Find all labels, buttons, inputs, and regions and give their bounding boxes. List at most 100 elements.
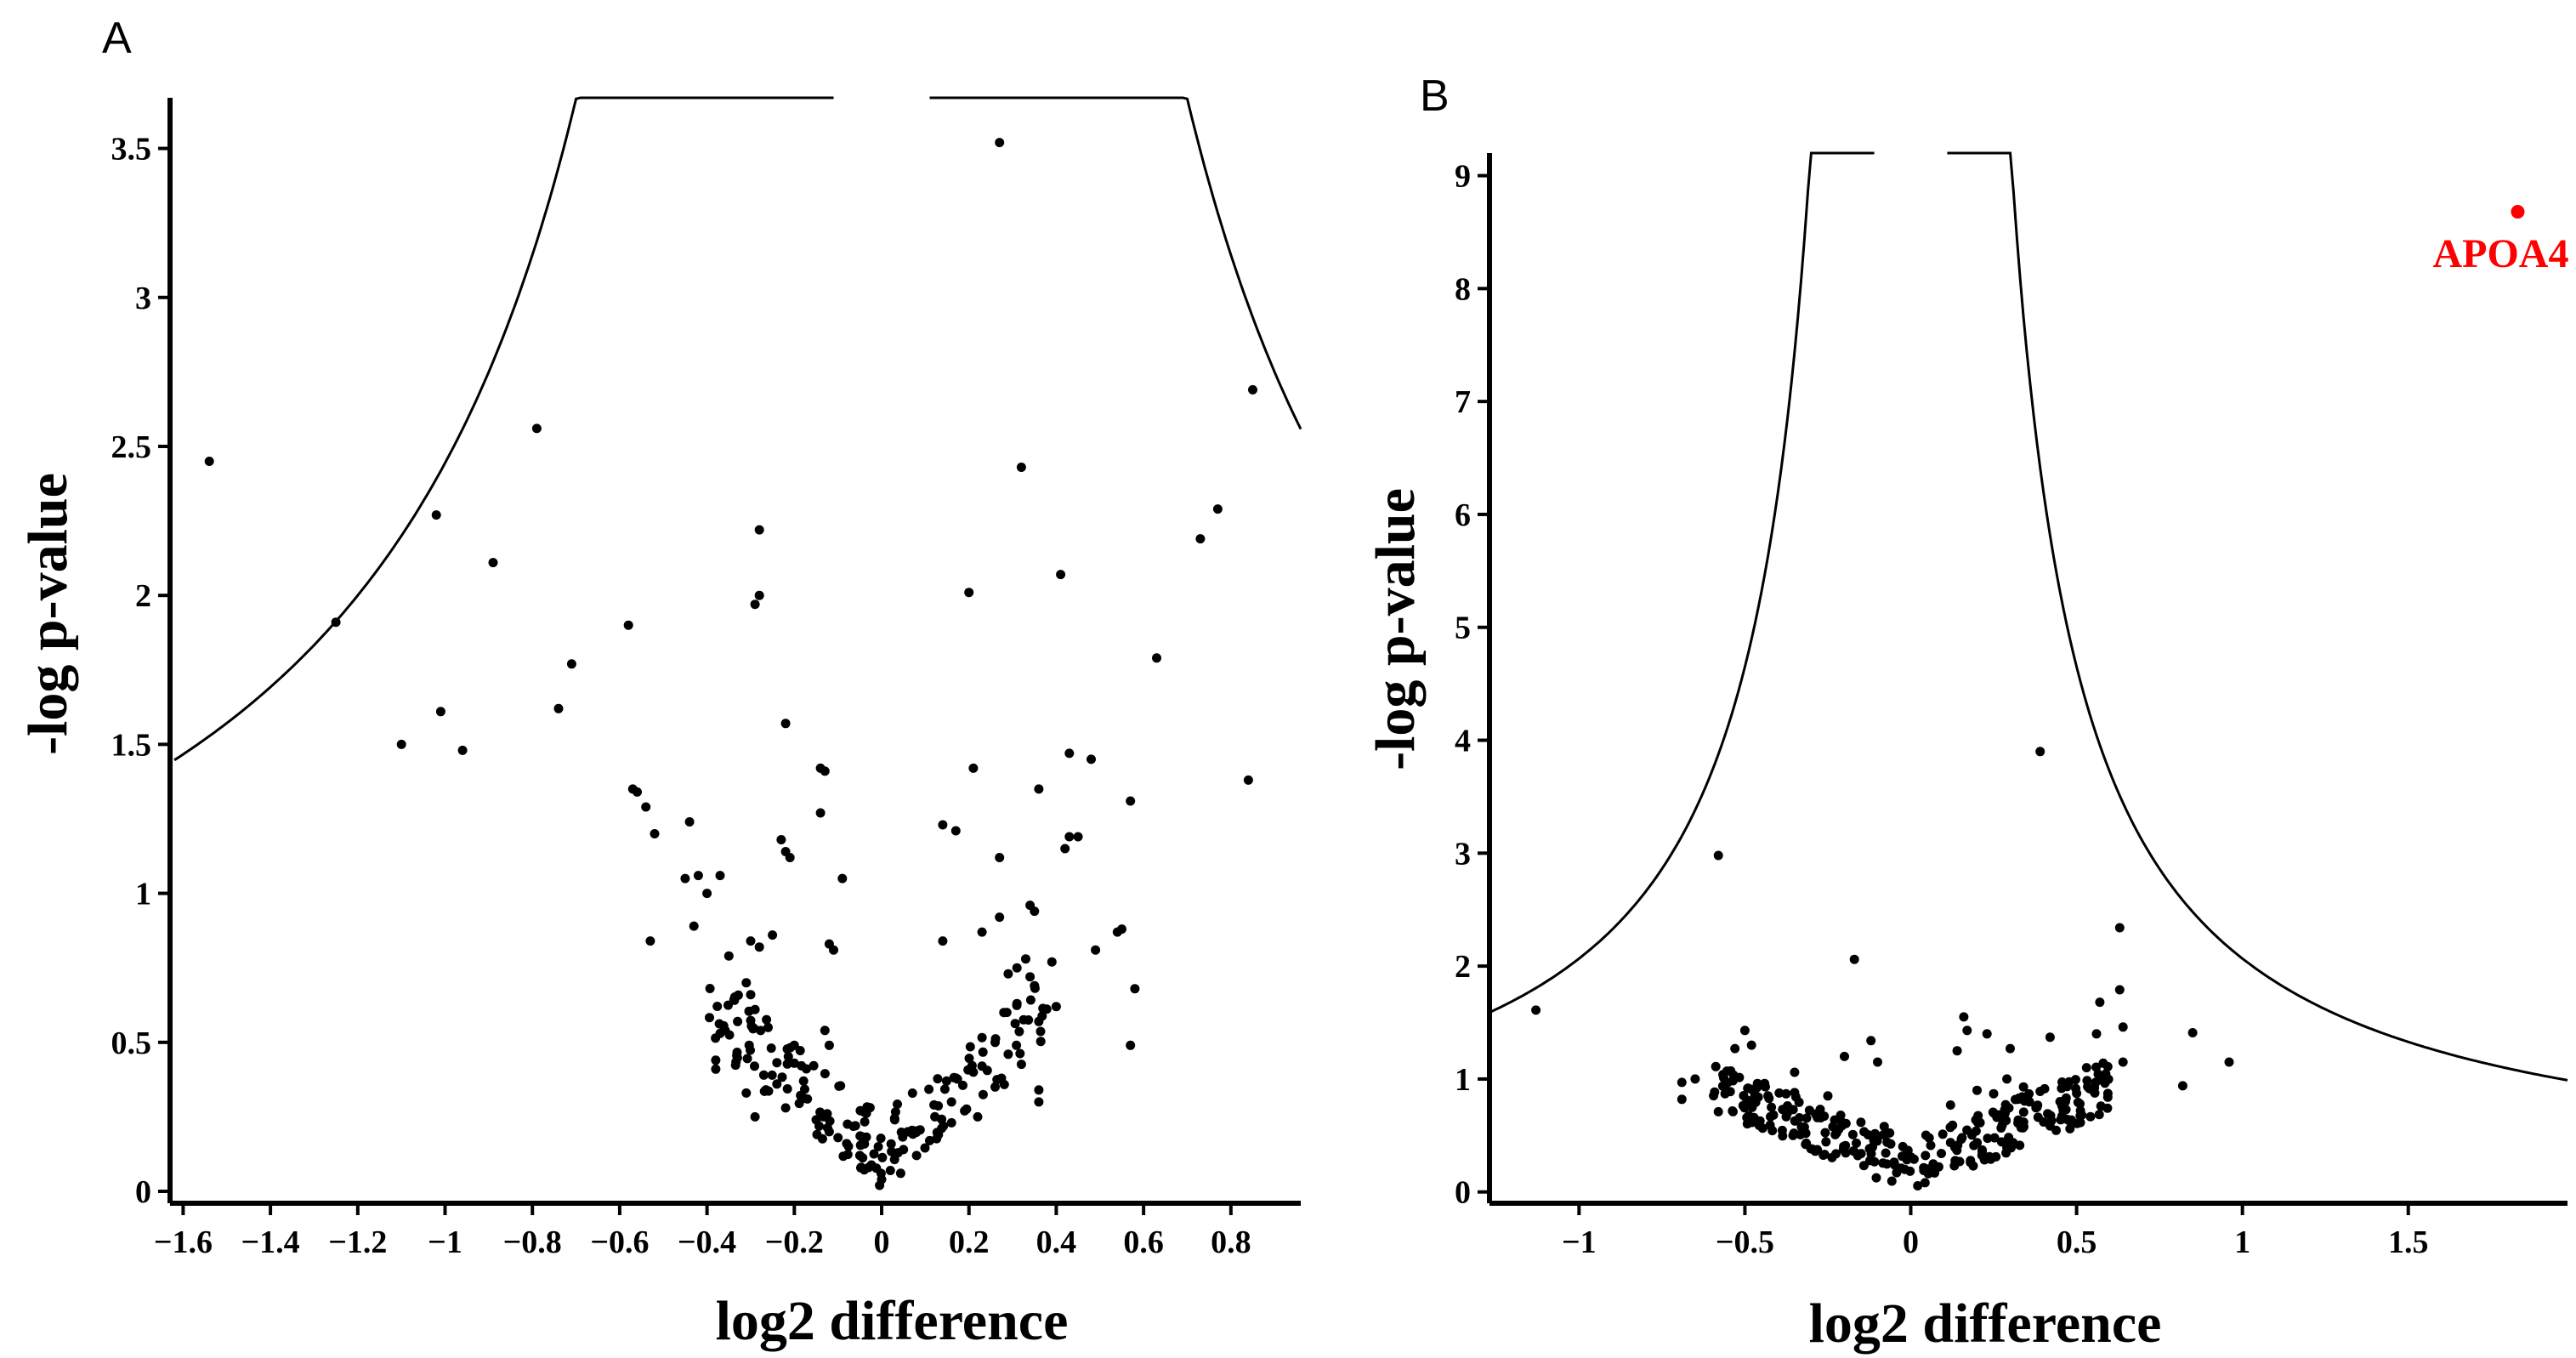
- data-point: [1012, 963, 1022, 973]
- y-tick-label: 2: [1455, 949, 1471, 985]
- data-point: [924, 1084, 934, 1094]
- apoa4-highlight-point: [2511, 205, 2525, 219]
- data-point: [978, 1089, 988, 1099]
- data-point: [789, 1058, 799, 1068]
- data-point: [915, 1125, 925, 1135]
- data-point: [795, 1046, 805, 1055]
- data-point: [2091, 1062, 2102, 1072]
- data-point: [1767, 1102, 1777, 1112]
- data-point: [2046, 1116, 2057, 1126]
- x-tick-label: 0: [1903, 1224, 1919, 1260]
- data-point: [702, 889, 712, 899]
- data-point: [1713, 1106, 1723, 1117]
- x-tick-label: 0.5: [2057, 1224, 2097, 1260]
- data-point: [837, 873, 848, 884]
- data-point: [858, 1153, 868, 1163]
- data-point: [896, 1128, 906, 1137]
- data-point: [1718, 1070, 1728, 1080]
- data-point: [645, 936, 655, 946]
- data-point: [829, 945, 838, 955]
- data-point: [939, 1084, 950, 1094]
- panel-a-x-ticks: −1.6 −1.4 −1.2 −1 −0.8 −0.6 −0.4 −0.2 0 0.2 0.4 0.6…: [154, 1203, 1251, 1260]
- data-point: [911, 1151, 922, 1161]
- data-point: [1087, 754, 1096, 764]
- data-point: [817, 1134, 827, 1144]
- data-point: [1755, 1116, 1765, 1126]
- data-point: [1750, 1090, 1760, 1100]
- data-point: [958, 1080, 967, 1090]
- data-point: [1913, 1181, 1923, 1190]
- data-point: [2040, 1083, 2050, 1094]
- data-point: [1813, 1145, 1823, 1155]
- data-point: [758, 1070, 769, 1080]
- data-point: [861, 1132, 871, 1142]
- panel-b-letter: B: [1420, 71, 1450, 121]
- data-point: [1852, 1138, 1861, 1148]
- data-point: [750, 1111, 760, 1122]
- data-point: [2187, 1028, 2198, 1037]
- data-point: [1025, 995, 1036, 1005]
- data-point: [2004, 1103, 2014, 1113]
- x-tick-label: 0.8: [1211, 1224, 1251, 1260]
- data-point: [887, 1146, 897, 1156]
- data-point: [748, 1024, 758, 1034]
- data-point: [531, 423, 542, 434]
- data-point: [941, 1076, 951, 1086]
- data-point: [1962, 1125, 1972, 1135]
- panel-a: A −1.6 −1.4 −1.2 −1 −0.8 −0.6 −0.4 −0.2 0 0.2 0.4 0…: [17, 14, 1302, 1352]
- panel-a-y-axis-title: -log p-value: [17, 473, 79, 755]
- data-point: [711, 1033, 721, 1043]
- data-point: [873, 1142, 883, 1151]
- panel-a-axes: [167, 98, 1301, 1206]
- data-point: [1821, 1137, 1831, 1147]
- data-point: [977, 1032, 987, 1043]
- data-point: [1248, 384, 1257, 395]
- data-point: [1886, 1139, 1896, 1149]
- data-point: [809, 1060, 819, 1071]
- data-point: [1834, 1124, 1844, 1134]
- data-point: [754, 590, 764, 600]
- data-point: [1811, 1109, 1821, 1119]
- data-point: [457, 745, 468, 755]
- data-point: [2033, 1112, 2043, 1122]
- data-point: [1989, 1088, 1999, 1099]
- data-point: [1064, 748, 1075, 759]
- data-point: [1881, 1148, 1891, 1158]
- data-point: [2095, 997, 2105, 1008]
- data-point: [1956, 1134, 1966, 1145]
- b-threshold-curve-right: [1947, 151, 2568, 1082]
- data-point: [1713, 850, 1723, 861]
- data-point: [1243, 775, 1253, 785]
- data-point: [962, 1104, 972, 1114]
- data-point: [1996, 1137, 2006, 1147]
- data-point: [1879, 1122, 1889, 1132]
- y-tick-label: 3: [1455, 836, 1471, 872]
- data-point: [1036, 1037, 1046, 1047]
- data-point: [1887, 1176, 1897, 1186]
- data-point: [820, 1026, 830, 1036]
- data-point: [2006, 1043, 2015, 1054]
- data-point: [1073, 832, 1083, 842]
- data-point: [2098, 1058, 2108, 1068]
- data-point: [820, 1069, 830, 1079]
- data-point: [1709, 1091, 1719, 1101]
- data-point: [782, 1059, 792, 1069]
- data-point: [2114, 923, 2125, 933]
- data-point: [2093, 1069, 2103, 1079]
- data-point: [938, 936, 948, 946]
- y-tick-label: 1.5: [111, 727, 152, 763]
- x-tick-label: −1.6: [154, 1224, 213, 1260]
- panel-b-y-axis-title: -log p-value: [1365, 488, 1427, 770]
- data-point: [1025, 972, 1036, 982]
- data-point: [705, 984, 715, 993]
- data-point: [705, 1013, 714, 1023]
- data-point: [855, 1140, 865, 1151]
- y-tick-label: 6: [1455, 497, 1471, 533]
- data-point: [939, 1121, 949, 1131]
- data-point: [1840, 1051, 1849, 1061]
- data-point: [1928, 1159, 1938, 1169]
- data-point: [1743, 1083, 1753, 1094]
- data-point: [1790, 1116, 1800, 1126]
- data-point: [950, 826, 961, 836]
- data-point: [1730, 1043, 1740, 1054]
